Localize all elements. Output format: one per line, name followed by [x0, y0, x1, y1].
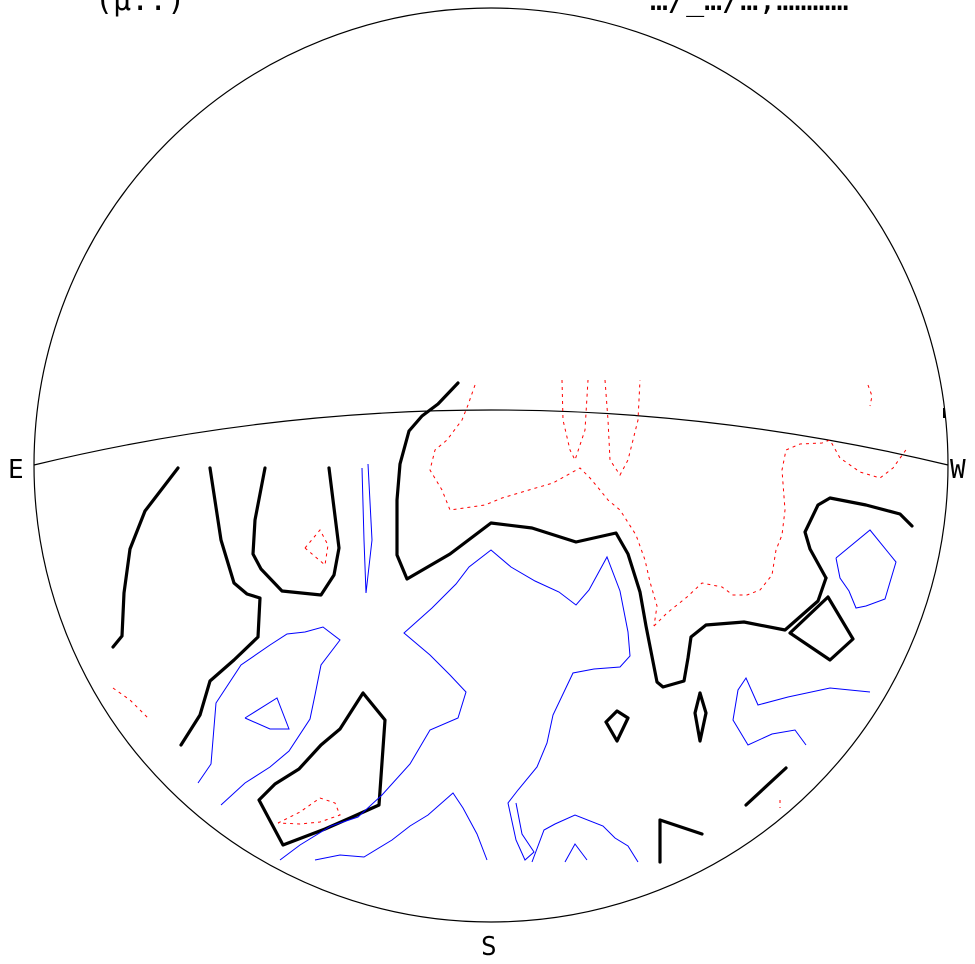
- horizon-arc: [33, 409, 949, 466]
- header-right-fragment: …/_…/…,…………: [650, 0, 849, 18]
- projection-circle: [33, 7, 949, 923]
- east-label: E: [8, 455, 24, 485]
- thin-contours: [197, 463, 897, 863]
- header-left-fragment: (μ..): [95, 0, 185, 18]
- dashed-contours: [112, 379, 909, 825]
- thick-contours: [111, 381, 914, 864]
- south-label: S: [481, 932, 497, 962]
- west-label: W: [950, 455, 966, 485]
